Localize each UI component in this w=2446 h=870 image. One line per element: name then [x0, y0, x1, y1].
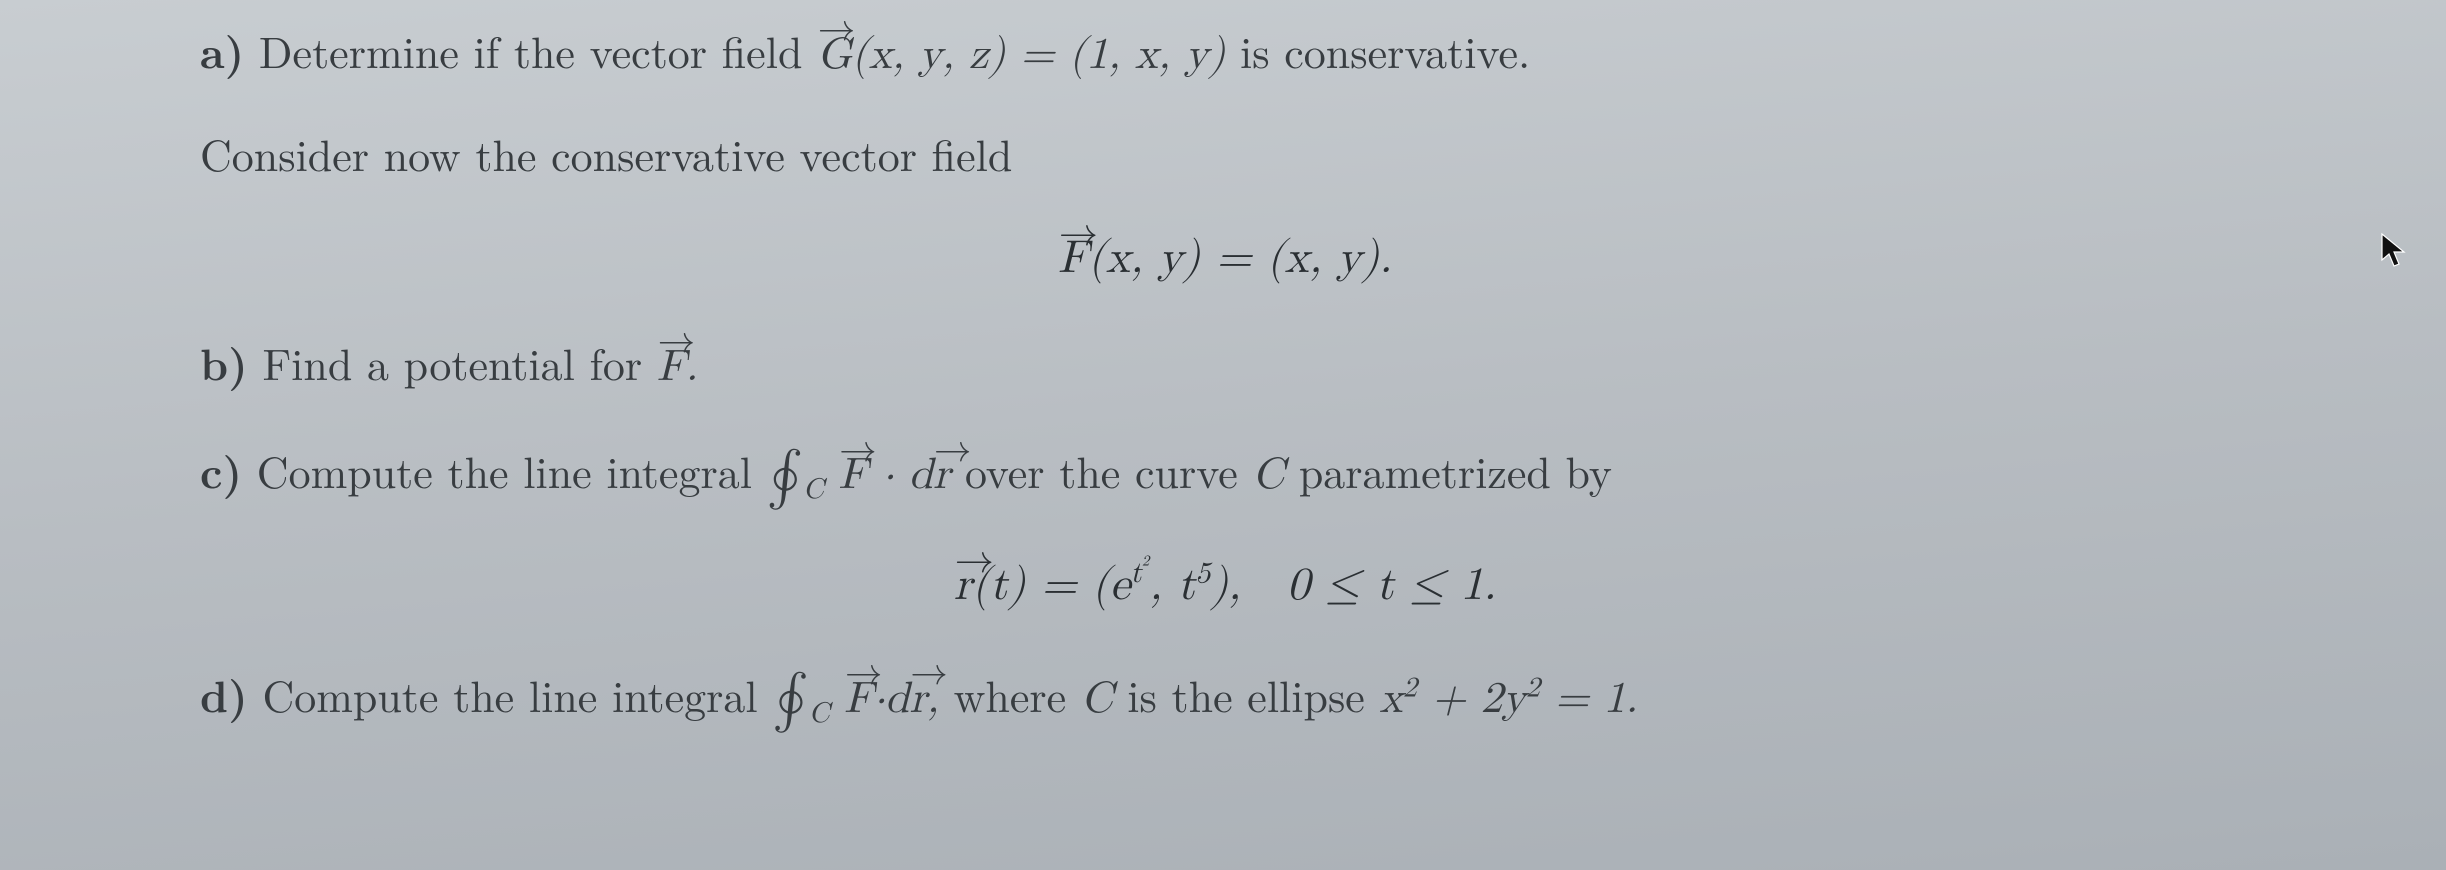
integral-c: ∮C F · dr — [767, 453, 951, 497]
text-b: Find a potential for — [248, 330, 657, 393]
label-a: a) — [200, 18, 244, 81]
part-d: d) Compute the line integral ∮C F·dr, wh… — [200, 659, 2250, 734]
r-definition: r(t) = (et2, t5), 0 ≤ t ≤ 1. — [200, 548, 2250, 613]
part-b: b) Find a potential for F. — [200, 332, 2250, 397]
F-symbol: F. — [657, 345, 698, 389]
curve-C: C — [1252, 453, 1284, 497]
part-a: a) Determine if the vector field G(x, y,… — [200, 20, 2250, 85]
label-b: b) — [200, 330, 248, 393]
text-d-before: Compute the line integral — [248, 662, 772, 725]
part-c: c) Compute the line integral ∮C F · dr o… — [200, 435, 2250, 510]
F-definition: F(x, y) = (x, y). — [200, 221, 2250, 286]
text-c-before: Compute the line integral — [242, 438, 766, 501]
text-a-after: is conservative. — [1225, 18, 1530, 81]
mouse-cursor-icon — [2380, 230, 2406, 278]
problem-block: a) Determine if the vector field G(x, y,… — [200, 20, 2250, 771]
ellipse-eq: x2 + 2y2 = 1. — [1380, 677, 1638, 721]
field-G: G(x, y, z) = (1, x, y) — [817, 33, 1225, 77]
curve-C-d: C — [1081, 677, 1113, 721]
label-c: c) — [200, 438, 242, 501]
consider-line: Consider now the conservative vector fie… — [200, 123, 2250, 182]
text-a-before: Determine if the vector field — [244, 18, 817, 81]
text-d-ellipse: is the ellipse — [1113, 662, 1380, 725]
text-c-after: parametrized by — [1284, 438, 1612, 501]
label-d: d) — [200, 662, 248, 725]
text-c-mid: over the curve — [950, 438, 1252, 501]
integral-d: ∮C F·dr, — [772, 677, 939, 721]
text-d-mid: where — [939, 662, 1081, 725]
